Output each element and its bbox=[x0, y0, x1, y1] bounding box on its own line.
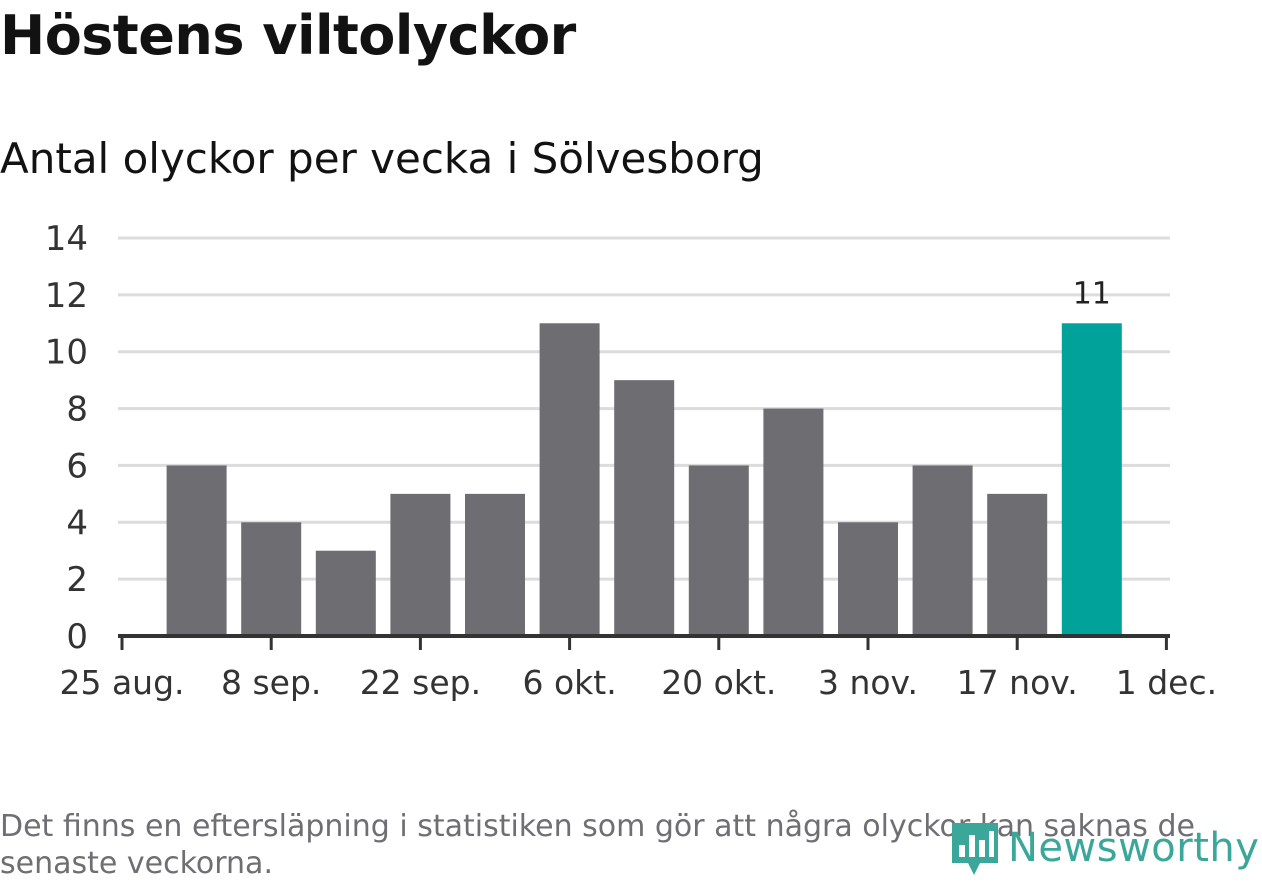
y-tick-label: 14 bbox=[45, 219, 88, 259]
x-tick-label: 25 aug. bbox=[59, 663, 184, 702]
x-tick-label: 22 sep. bbox=[360, 663, 481, 702]
chart-title: Höstens viltolyckor bbox=[0, 4, 576, 67]
x-tick-label: 17 nov. bbox=[957, 663, 1078, 702]
y-tick-label: 4 bbox=[66, 503, 88, 543]
bar bbox=[688, 465, 749, 636]
bar bbox=[539, 323, 600, 636]
bar bbox=[241, 522, 302, 636]
bar bbox=[166, 465, 227, 636]
bar bbox=[763, 408, 824, 636]
y-tick-label: 2 bbox=[66, 560, 88, 600]
bar bbox=[912, 465, 973, 636]
bar-highlighted bbox=[1061, 323, 1122, 636]
newsworthy-logo-icon bbox=[952, 823, 998, 875]
bar bbox=[390, 493, 451, 636]
newsworthy-logo: Newsworthy bbox=[950, 818, 1259, 878]
x-tick-label: 6 okt. bbox=[522, 663, 616, 702]
y-tick-label: 6 bbox=[66, 446, 88, 486]
axis-labels: 0 2 4 6 8 10 12 14 11 25 aug. 8 sep. 22 sep. 6 okt. 2… bbox=[45, 219, 1217, 702]
bar bbox=[987, 493, 1048, 636]
x-tick-label: 8 sep. bbox=[221, 663, 321, 702]
y-tick-label: 0 bbox=[66, 617, 88, 657]
bar-value-label: 11 bbox=[1073, 276, 1111, 311]
x-tick-label: 20 okt. bbox=[661, 663, 776, 702]
x-tick-label: 3 nov. bbox=[818, 663, 918, 702]
bar bbox=[614, 380, 675, 636]
y-tick-label: 10 bbox=[45, 333, 88, 373]
bar bbox=[838, 522, 898, 636]
x-axis bbox=[118, 634, 1170, 650]
bars bbox=[166, 323, 1122, 636]
logo-text: Newsworthy bbox=[1008, 825, 1260, 871]
x-tick-label: 1 dec. bbox=[1116, 663, 1217, 702]
bar bbox=[465, 493, 525, 636]
y-tick-label: 8 bbox=[66, 390, 88, 430]
chart-subtitle: Antal olyckor per vecka i Sölvesborg bbox=[0, 134, 764, 183]
bar bbox=[315, 550, 376, 636]
y-tick-label: 12 bbox=[45, 276, 88, 316]
